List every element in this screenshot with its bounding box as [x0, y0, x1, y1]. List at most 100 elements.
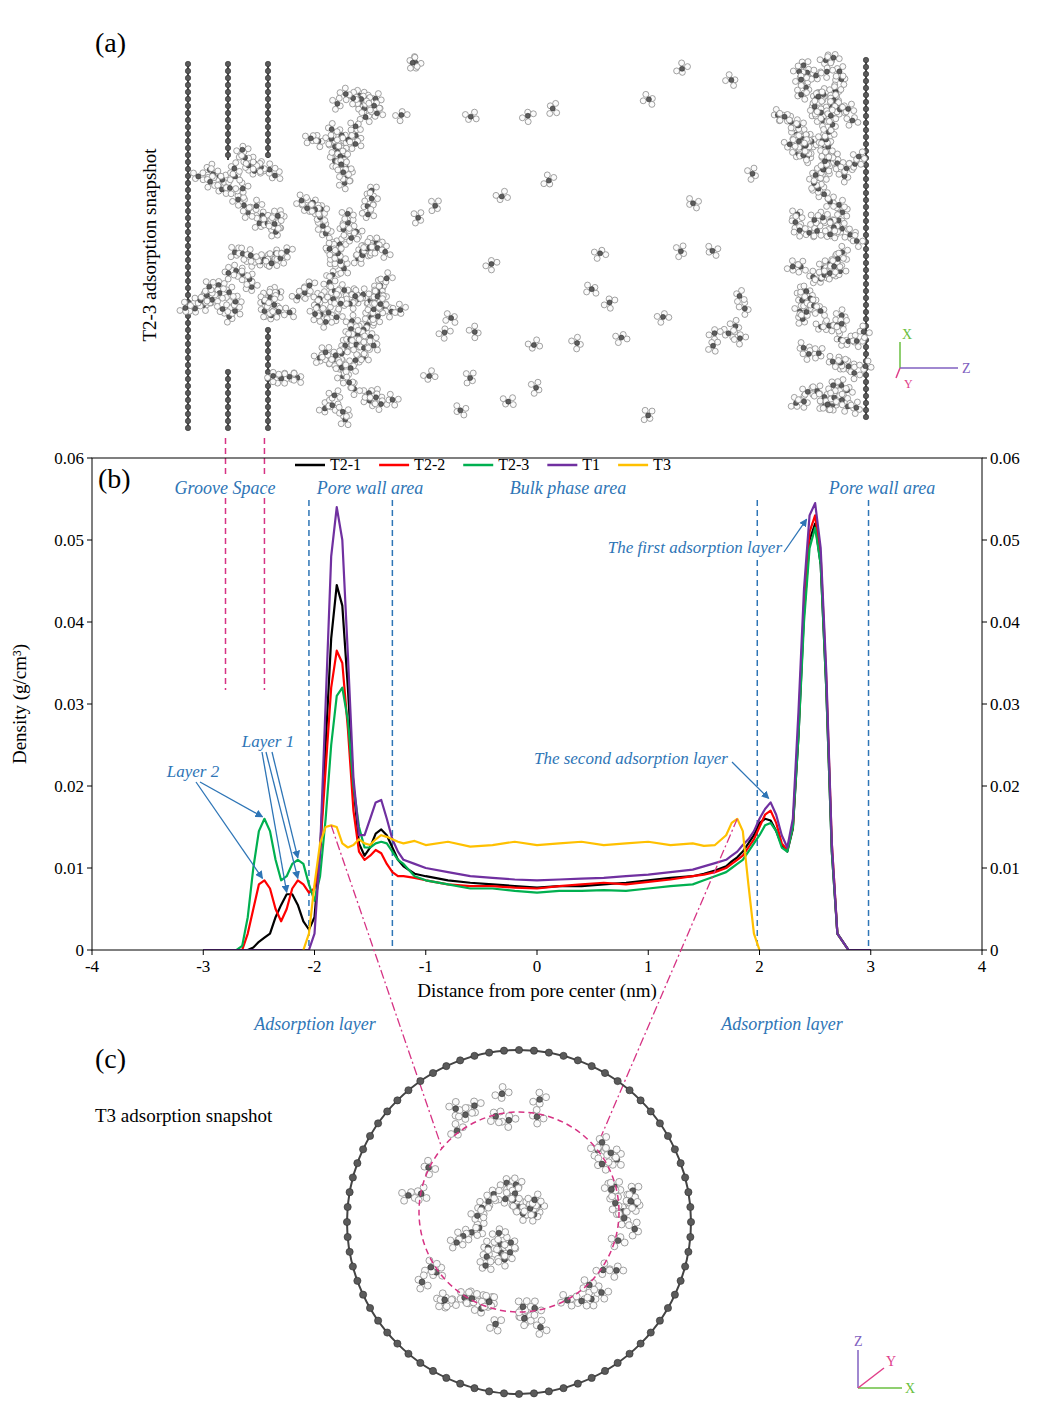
hydrogen-atom — [236, 168, 242, 174]
hydrogen-atom — [715, 339, 721, 345]
carbon-atom — [863, 176, 868, 181]
hydrogen-atom — [615, 340, 621, 346]
hydrogen-atom — [380, 112, 386, 118]
carbon-atom — [240, 147, 245, 152]
hydrogen-atom — [365, 345, 371, 351]
carbon-atom — [185, 257, 190, 262]
carbon-atom — [225, 68, 230, 73]
carbon-atom — [225, 404, 230, 409]
hydrogen-atom — [349, 132, 355, 138]
carbon-atom — [863, 211, 868, 216]
hydrogen-atom — [328, 132, 334, 138]
molecule — [378, 270, 396, 285]
hydrogen-atom — [383, 302, 389, 308]
graphene-wall — [185, 61, 190, 430]
carbon-atom — [320, 223, 325, 228]
molecule — [547, 100, 560, 116]
carbon-atom — [308, 136, 313, 141]
carbon-atom — [185, 271, 190, 276]
carbon-atom — [225, 117, 230, 122]
carbon-atom — [531, 343, 536, 348]
carbon-atom — [863, 267, 868, 272]
carbon-atom — [372, 103, 377, 108]
carbon-atom — [846, 364, 851, 369]
figure: (a)T2-3 adsorption snapshotXZY-4-3-2-101… — [0, 0, 1039, 1408]
carbon-atom — [863, 225, 868, 230]
hydrogen-atom — [727, 321, 733, 327]
carbon-atom — [378, 402, 383, 407]
hydrogen-atom — [429, 208, 435, 214]
carbon-atom — [185, 110, 190, 115]
hydrogen-atom — [443, 317, 449, 323]
hydrogen-atom — [261, 314, 267, 320]
carbon-atom — [323, 350, 328, 355]
carbon-atom — [383, 249, 388, 254]
carbon-atom — [863, 364, 868, 369]
hydrogen-atom — [375, 196, 381, 202]
carbon-atom — [225, 411, 230, 416]
hydrogen-atom — [309, 208, 315, 214]
carbon-atom — [863, 92, 868, 97]
carbon-atom — [863, 400, 868, 405]
carbon-atom — [185, 418, 190, 423]
hydrogen-atom — [717, 329, 723, 335]
carbon-atom — [353, 294, 358, 299]
hydrogen-atom — [593, 290, 599, 296]
hydrogen-atom — [338, 270, 344, 276]
molecule — [802, 226, 817, 240]
hydrogen-atom — [328, 284, 334, 290]
hydrogen-atom — [259, 202, 265, 208]
hydrogen-atom — [432, 374, 438, 380]
molecule — [706, 327, 723, 342]
hydrogen-atom — [221, 286, 227, 292]
molecule — [640, 91, 655, 107]
carbon-atom — [185, 152, 190, 157]
carbon-atom — [863, 127, 868, 132]
carbon-atom — [339, 162, 344, 167]
hydrogen-atom — [312, 280, 318, 286]
hydrogen-atom — [350, 306, 356, 312]
hydrogen-atom — [373, 184, 379, 190]
carbon-atom — [863, 309, 868, 314]
hydrogen-atom — [345, 407, 351, 413]
carbon-atom — [271, 373, 276, 378]
carbon-atom — [691, 201, 696, 206]
carbon-atom — [267, 167, 272, 172]
carbon-atom — [863, 78, 868, 83]
hydrogen-atom — [350, 312, 356, 318]
hydrogen-atom — [205, 184, 211, 190]
carbon-atom — [185, 89, 190, 94]
hydrogen-atom — [642, 407, 648, 413]
hydrogen-atom — [261, 216, 267, 222]
carbon-atom — [489, 262, 494, 267]
hydrogen-atom — [464, 380, 470, 386]
hydrogen-atom — [472, 323, 478, 329]
molecule — [601, 296, 618, 311]
carbon-atom — [185, 425, 190, 430]
hydrogen-atom — [326, 344, 332, 350]
hydrogen-atom — [494, 259, 500, 265]
hydrogen-atom — [857, 372, 863, 378]
hydrogen-atom — [535, 379, 541, 385]
molecule — [359, 206, 376, 220]
carbon-atom — [185, 320, 190, 325]
molecule — [321, 274, 338, 289]
molecule — [258, 294, 273, 310]
hydrogen-atom — [826, 407, 832, 413]
carbon-atom — [185, 187, 190, 192]
hydrogen-atom — [279, 250, 285, 256]
hydrogen-atom — [706, 332, 712, 338]
carbon-atom — [185, 201, 190, 206]
molecule — [436, 326, 453, 341]
hydrogen-atom — [339, 282, 345, 288]
carbon-atom — [185, 376, 190, 381]
carbon-atom — [265, 138, 270, 143]
hydrogen-atom — [337, 394, 343, 400]
carbon-atom — [363, 115, 368, 120]
hydrogen-atom — [435, 198, 441, 204]
hydrogen-atom — [393, 113, 399, 119]
hydrogen-atom — [736, 304, 742, 310]
hydrogen-atom — [355, 327, 361, 333]
hydrogen-atom — [640, 98, 646, 104]
molecule — [326, 388, 343, 401]
